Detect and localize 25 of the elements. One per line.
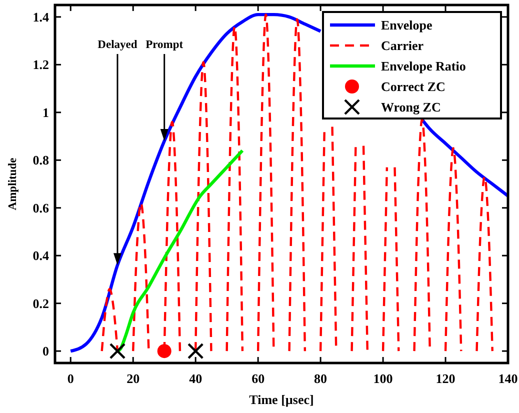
- x-tick-label: 20: [126, 371, 140, 386]
- x-tick-label: 0: [67, 371, 74, 386]
- legend-label: Carrier: [381, 38, 424, 53]
- legend-label: Envelope: [381, 18, 433, 32]
- x-axis-title: Time [µsec]: [249, 392, 314, 407]
- x-tick-label: 40: [189, 371, 202, 386]
- x-tick-label: 80: [314, 371, 328, 386]
- x-tick-label: 60: [252, 371, 265, 386]
- annotation: Delayed: [98, 39, 138, 51]
- y-axis-title: Amplitude: [7, 158, 19, 210]
- y-tick-label: 1: [42, 104, 49, 120]
- y-tick-label: 0.8: [32, 152, 50, 168]
- y-tick-label: 0.6: [32, 200, 50, 216]
- x-tick-label: 120: [436, 371, 456, 386]
- legend-label: Envelope Ratio: [381, 58, 466, 74]
- annotation: Prompt: [146, 39, 184, 51]
- legend-label: Correct ZC: [381, 79, 446, 94]
- y-tick-label: 0.4: [32, 248, 50, 264]
- x-tick-label: 100: [373, 371, 393, 386]
- x-tick-label: 140: [498, 371, 518, 386]
- y-tick-label: 0: [42, 344, 49, 359]
- y-tick-label: 0.2: [32, 296, 49, 311]
- legend-label: Wrong ZC: [381, 100, 441, 114]
- y-tick-label: 1.2: [32, 57, 49, 72]
- y-tick-label: 1.4: [32, 9, 50, 24]
